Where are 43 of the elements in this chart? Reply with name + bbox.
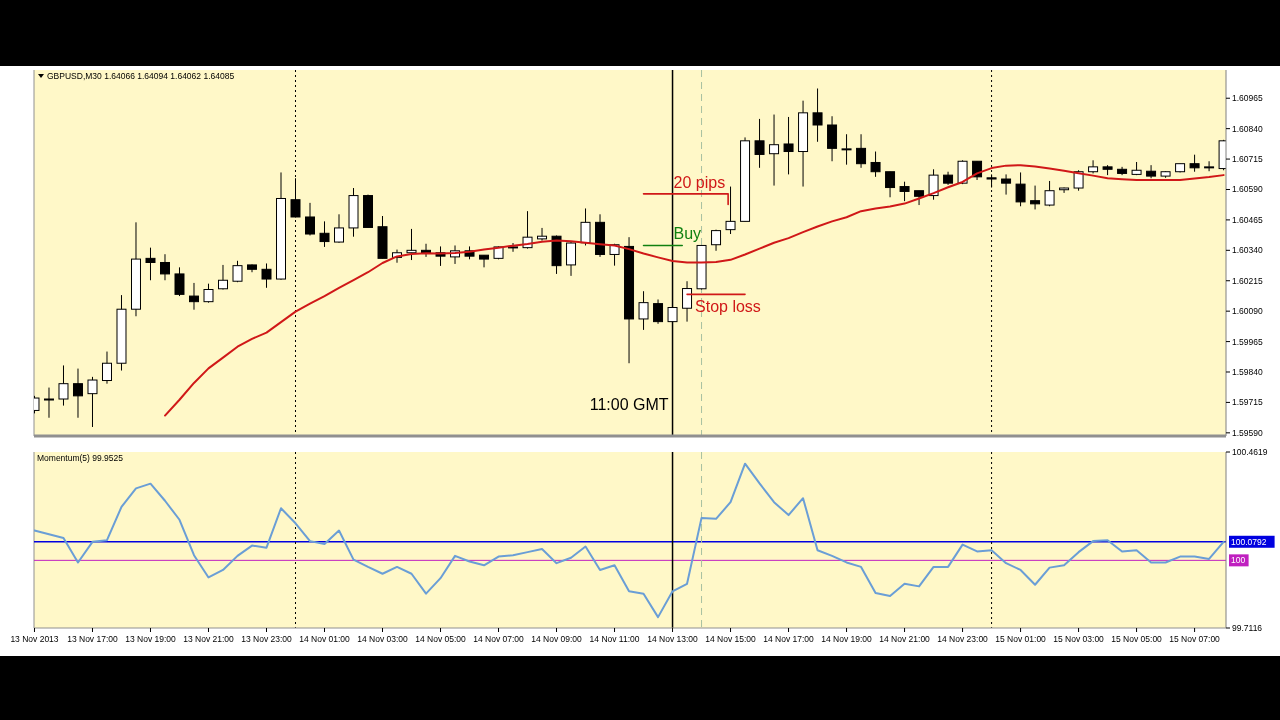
y-tick-label: 1.60840 <box>1232 123 1263 134</box>
y-tick-label: 1.59590 <box>1232 427 1263 438</box>
x-tick-label: 13 Nov 19:00 <box>125 634 177 644</box>
x-tick-label: 15 Nov 03:00 <box>1053 634 1105 644</box>
x-tick-label: 14 Nov 03:00 <box>357 634 409 644</box>
chart-title: Momentum(5) 99.9525 <box>37 453 124 463</box>
y-tick-label: 1.60465 <box>1232 214 1263 225</box>
ref-line-label: 11:00 GMT <box>589 396 669 413</box>
y-tick-label: 1.60090 <box>1232 306 1263 317</box>
y-tick-label: 1.60215 <box>1232 275 1263 286</box>
x-tick-label: 14 Nov 13:00 <box>647 634 699 644</box>
chart-title: GBPUSD,M30 1.64066 1.64094 1.64062 1.64085 <box>47 71 235 81</box>
y-tick-label: 1.59715 <box>1232 397 1263 408</box>
x-tick-label: 14 Nov 17:00 <box>763 634 815 644</box>
x-tick-label: 13 Nov 23:00 <box>241 634 293 644</box>
x-tick-label: 14 Nov 01:00 <box>299 634 351 644</box>
y-tick-label: 1.60340 <box>1232 245 1263 256</box>
y-tick-label: 1.60715 <box>1232 154 1263 165</box>
x-tick-label: 14 Nov 05:00 <box>415 634 467 644</box>
x-tick-label: 14 Nov 07:00 <box>473 634 525 644</box>
x-tick-label: 15 Nov 01:00 <box>995 634 1047 644</box>
x-tick-label: 15 Nov 05:00 <box>1111 634 1163 644</box>
ref-line-label: 100 <box>1231 555 1246 566</box>
x-tick-label: 14 Nov 11:00 <box>589 634 640 644</box>
y-tick-label: 100.4619 <box>1232 446 1268 457</box>
series-label: Buy <box>673 225 702 243</box>
x-tick-label: 15 Nov 07:00 <box>1169 634 1221 644</box>
x-tick-label: 13 Nov 17:00 <box>67 634 119 644</box>
ref-line-label: 100.0792 <box>1231 536 1267 547</box>
series-label: 20 pips <box>673 173 726 191</box>
x-tick-label: 14 Nov 19:00 <box>821 634 873 644</box>
x-tick-label: 13 Nov 2013 <box>10 634 59 644</box>
y-tick-label: 1.60590 <box>1232 184 1263 195</box>
y-tick-label: 1.59840 <box>1232 366 1263 377</box>
x-tick-label: 14 Nov 21:00 <box>879 634 931 644</box>
x-tick-label: 13 Nov 21:00 <box>183 634 235 644</box>
x-tick-label: 14 Nov 23:00 <box>937 634 989 644</box>
x-tick-label: 14 Nov 15:00 <box>705 634 757 644</box>
x-tick-label: 14 Nov 09:00 <box>531 634 583 644</box>
y-tick-label: 99.7116 <box>1232 622 1263 633</box>
y-tick-label: 1.60965 <box>1232 93 1263 104</box>
series-label: Stop loss <box>695 298 761 316</box>
y-tick-label: 1.59965 <box>1232 336 1263 347</box>
